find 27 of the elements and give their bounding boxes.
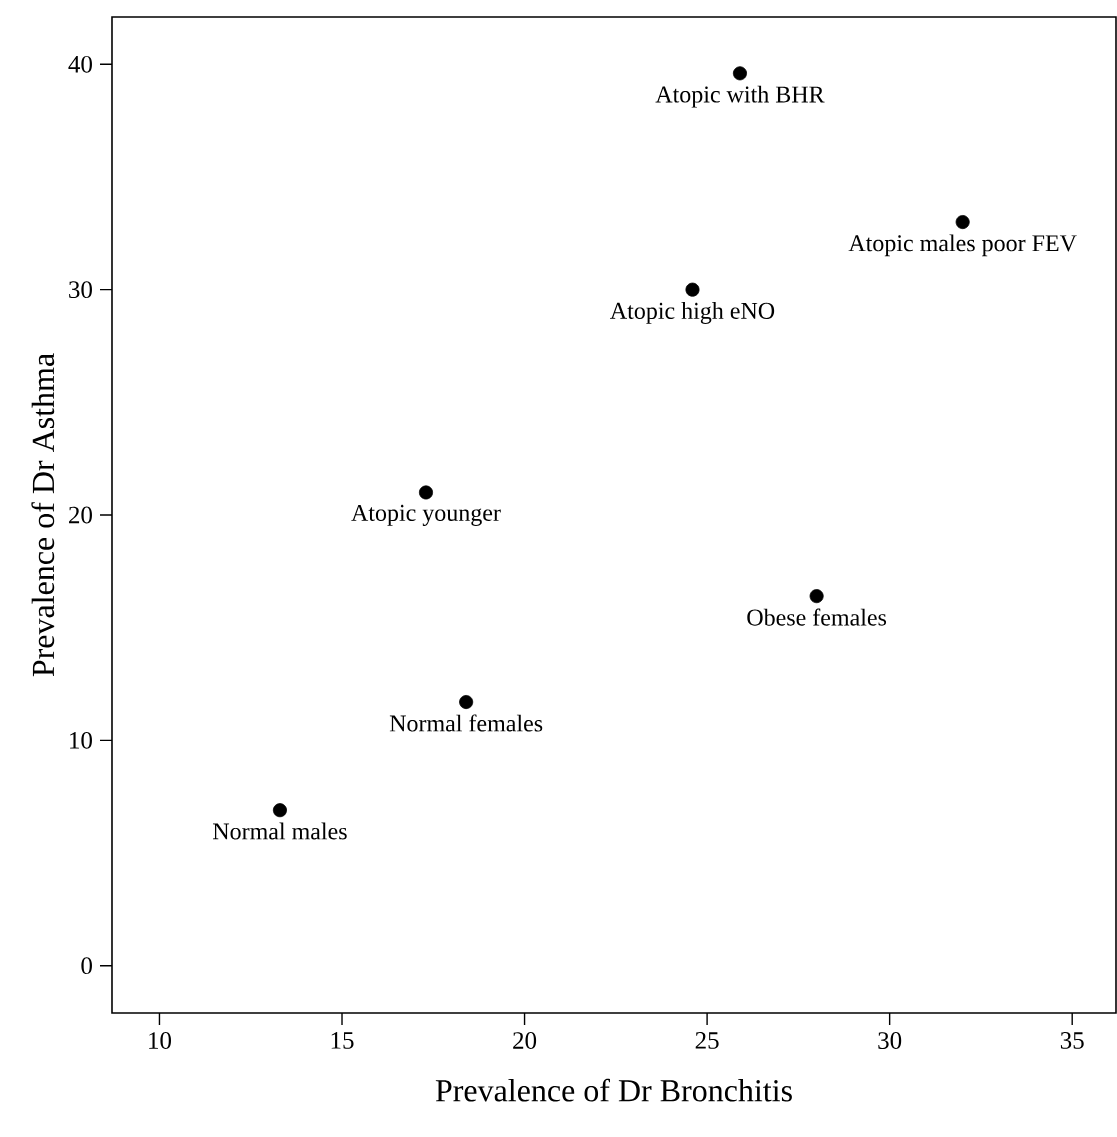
annotation: Normal females [389,714,543,732]
x-axis-title: Prevalence of Dr Bronchitis [435,1078,792,1102]
y-tick-label: 0 [81,957,92,975]
x-tick-label: 15 [331,1032,354,1049]
annotation: Atopic high eNO [610,302,775,324]
point [418,485,433,500]
x-tick-label: 25 [695,1032,719,1049]
point [272,803,287,818]
annotation: Atopic younger [351,504,501,526]
y-tick-label: 20 [69,506,92,524]
annotation: Obese females [747,608,887,626]
y-tick-label: 30 [69,281,92,299]
annotation: Atopic males poor FEV [848,234,1077,257]
x-tick-label: 30 [878,1032,902,1049]
annotation: Atopic with BHR [655,85,825,108]
point [809,589,824,604]
point [685,282,700,297]
x-tick-label: 35 [1060,1032,1084,1049]
annotation: Normal males [212,822,347,840]
point [732,66,747,81]
x-tick-label: 20 [513,1032,537,1049]
y-tick-label: 40 [68,55,92,73]
y-tick-label: 10 [70,731,92,749]
x-tick-label: 10 [149,1032,171,1049]
point [459,695,474,710]
point [955,215,970,230]
y-axis-title: Prevalence of Dr Asthma [31,353,55,677]
